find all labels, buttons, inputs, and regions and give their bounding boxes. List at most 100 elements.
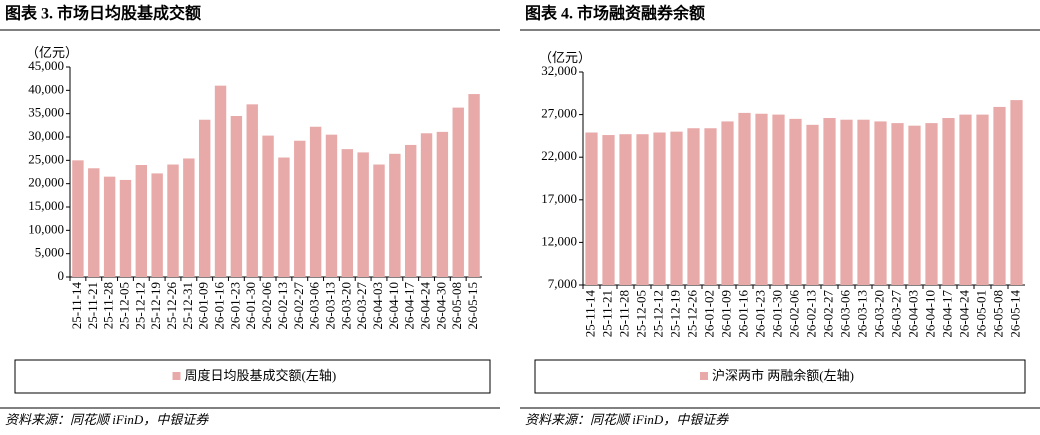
x-tick-label: 25-12-12 <box>650 290 665 338</box>
x-tick-label: 25-11-21 <box>599 290 614 337</box>
x-tick-label: 26-04-10 <box>386 282 401 330</box>
x-tick-label: 25-11-14 <box>582 290 597 338</box>
legend-swatch <box>700 372 708 380</box>
bar <box>1010 100 1023 285</box>
bar <box>942 118 955 286</box>
x-tick-label: 26-01-16 <box>735 290 750 338</box>
y-tick-label: 5,000 <box>35 245 64 260</box>
x-tick-label: 25-12-19 <box>148 282 163 330</box>
bar <box>198 119 211 277</box>
y-tick-label: 17,000 <box>541 191 577 206</box>
x-tick-label: 26-01-23 <box>227 282 242 330</box>
x-tick-label: 26-05-01 <box>973 290 988 338</box>
x-tick-label: 26-01-16 <box>212 282 227 330</box>
bar <box>891 123 904 286</box>
x-tick-label: 26-02-13 <box>275 282 290 330</box>
bar <box>404 144 417 277</box>
x-tick-label: 26-01-02 <box>701 290 716 338</box>
bar <box>246 104 258 277</box>
y-unit: （亿元） <box>26 45 78 60</box>
bar <box>687 128 700 285</box>
x-tick-label: 26-01-23 <box>752 290 767 338</box>
legend-swatch <box>172 372 181 380</box>
bar <box>72 160 84 277</box>
y-tick-label: 12,000 <box>541 233 577 248</box>
bar <box>840 119 853 285</box>
x-tick-label: 26-01-30 <box>243 282 258 330</box>
bar <box>857 119 870 285</box>
x-tick-label: 25-12-26 <box>684 290 699 338</box>
bar <box>653 132 666 285</box>
x-tick-label: 26-05-08 <box>990 290 1005 338</box>
bar <box>436 131 449 277</box>
x-tick-label: 26-04-03 <box>370 282 385 330</box>
y-tick-label: 35,000 <box>28 105 64 120</box>
y-tick-label: 15,000 <box>28 198 64 213</box>
bar <box>721 121 734 285</box>
x-tick-label: 26-03-27 <box>888 290 903 338</box>
bar <box>636 134 649 285</box>
bar <box>309 126 322 277</box>
x-tick-label: 26-02-27 <box>820 290 835 338</box>
x-tick-label: 25-12-26 <box>164 282 179 330</box>
x-tick-label: 26-04-30 <box>433 282 448 330</box>
x-tick-label: 26-03-13 <box>854 290 869 338</box>
x-tick-label: 25-11-21 <box>85 282 100 329</box>
bar <box>452 107 464 277</box>
bar <box>389 153 401 277</box>
y-tick-label: 40,000 <box>28 81 64 96</box>
x-tick-label: 25-11-28 <box>101 282 116 329</box>
x-tick-label: 26-04-24 <box>418 282 433 330</box>
x-tick-label: 26-04-17 <box>939 290 954 338</box>
bar <box>670 131 683 285</box>
bar <box>294 140 306 277</box>
legend-box <box>14 359 491 394</box>
bar <box>772 114 785 285</box>
source: 资料来源：同花顺 iFinD，中银证券 <box>5 412 209 427</box>
x-tick-label: 26-04-17 <box>402 282 417 330</box>
bar <box>602 135 615 285</box>
bar <box>88 168 100 277</box>
x-tick-label: 25-12-19 <box>667 290 682 338</box>
bar <box>823 118 836 286</box>
bar <box>420 133 433 277</box>
bar <box>119 179 132 277</box>
x-tick-label: 25-12-12 <box>132 282 147 330</box>
bar <box>135 165 148 277</box>
y-tick-label: 7,000 <box>548 276 577 291</box>
bar <box>585 132 598 285</box>
x-tick-label: 26-03-27 <box>354 282 369 330</box>
bar <box>183 158 195 277</box>
x-tick-label: 26-03-06 <box>837 290 852 338</box>
chart-title: 图表 3. 市场日均股基成交额 <box>5 4 201 23</box>
x-tick-label: 26-02-06 <box>259 282 274 330</box>
x-tick-label: 26-01-09 <box>196 282 211 330</box>
bar <box>976 114 989 285</box>
x-tick-label: 26-01-30 <box>769 290 784 338</box>
x-tick-label: 26-05-08 <box>449 282 464 330</box>
bar <box>278 157 290 277</box>
bar <box>704 128 717 285</box>
bar <box>373 164 385 277</box>
x-tick-label: 25-12-05 <box>116 282 131 330</box>
legend-label: 周度日均股基成交额(左轴) <box>185 368 337 383</box>
y-tick-label: 25,000 <box>28 151 64 166</box>
x-tick-label: 26-05-15 <box>465 282 480 330</box>
y-tick-label: 0 <box>58 268 65 283</box>
x-tick-label: 25-11-28 <box>616 290 631 337</box>
y-tick-label: 27,000 <box>541 106 577 121</box>
y-tick-label: 30,000 <box>28 128 64 143</box>
bar <box>262 135 274 277</box>
x-tick-label: 26-04-24 <box>956 290 971 338</box>
x-tick-label: 26-03-06 <box>307 282 322 330</box>
y-tick-label: 45,000 <box>28 58 64 73</box>
x-tick-label: 25-11-14 <box>69 282 84 330</box>
x-tick-label: 26-02-06 <box>786 290 801 338</box>
x-tick-label: 26-03-20 <box>338 282 353 330</box>
bar <box>357 152 369 277</box>
bar <box>167 164 179 277</box>
x-tick-label: 26-03-20 <box>871 290 886 338</box>
bar <box>103 176 116 277</box>
bar <box>874 121 887 285</box>
